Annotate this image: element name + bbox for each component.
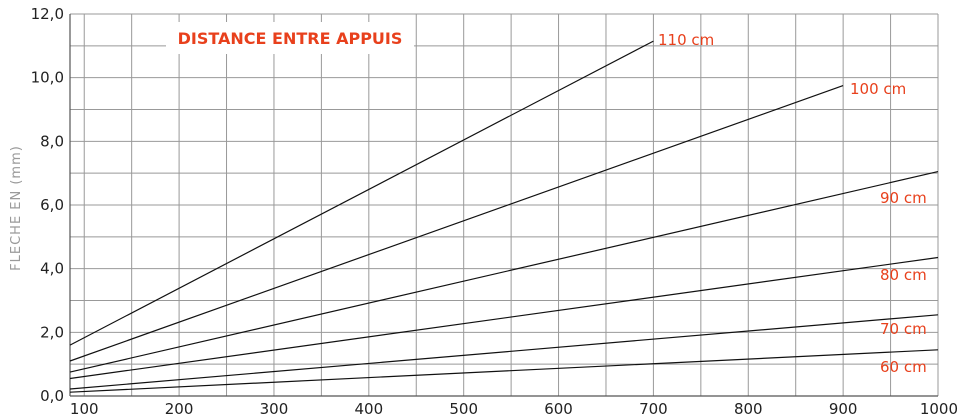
x-tick-label: 400 [354,400,383,418]
y-tick-label: 6,0 [40,196,64,214]
x-tick-label: 600 [544,400,573,418]
axes [69,14,938,397]
series-line-60-cm [69,349,939,393]
tick-labels: 0,0 2,0 4,0 6,0 8,0 10,0 12,0 100 200 300 400 500 60… [31,5,958,418]
series-line-110-cm [69,40,654,346]
x-tick-label: 700 [639,400,668,418]
series-label-60-cm: 60 cm [880,358,927,376]
y-tick-label: 8,0 [40,132,64,150]
y-axis-label: FLECHE EN (mm) [9,145,24,271]
x-tick-label: 500 [449,400,478,418]
y-tick-label: 2,0 [40,323,64,341]
x-tick-label: 300 [260,400,289,418]
x-tick-label: 1000 [920,400,958,418]
x-tick-label: 100 [70,400,99,418]
series-group [69,40,939,393]
series-label-70-cm: 70 cm [880,320,927,338]
series-label-90-cm: 90 cm [880,189,927,207]
x-tick-label: 800 [734,400,763,418]
series-labels: 60 cm 70 cm 80 cm 90 cm 100 cm 110 cm [658,31,927,376]
x-tick-label: 200 [165,400,194,418]
chart-title: DISTANCE ENTRE APPUIS [178,29,403,48]
series-label-80-cm: 80 cm [880,266,927,284]
grid [70,13,939,396]
y-tick-label: 12,0 [31,5,64,23]
y-tick-label: 0,0 [40,387,64,405]
series-line-80-cm [69,256,939,380]
series-label-100-cm: 100 cm [850,80,906,98]
series-line-90-cm [69,171,939,373]
y-tick-label: 4,0 [40,260,64,278]
x-tick-label: 900 [829,400,858,418]
series-line-70-cm [69,314,939,390]
title-background [166,22,414,54]
series-line-100-cm [69,85,844,362]
y-tick-label: 10,0 [31,69,64,87]
series-label-110-cm: 110 cm [658,31,714,49]
